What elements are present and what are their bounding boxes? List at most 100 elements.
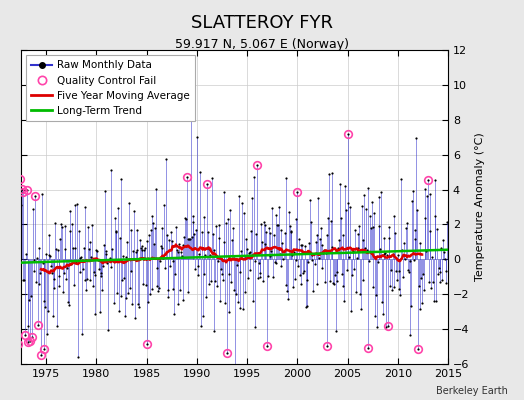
Point [326,278,334,285]
Point [70,245,79,251]
Point [318,242,326,248]
Point [87,254,95,260]
Point [207,278,215,284]
Point [54,272,63,279]
Point [49,313,57,319]
Point [417,275,425,282]
Point [84,245,93,252]
Point [346,204,354,210]
Point [421,215,430,221]
Point [389,213,398,220]
Point [25,296,34,303]
Point [78,330,86,337]
Point [329,280,337,286]
Point [443,219,451,225]
Point [409,257,418,263]
Point [304,258,312,265]
Point [122,254,130,260]
Point [126,285,134,291]
Point [318,265,326,272]
Point [399,274,407,280]
Point [302,302,311,309]
Point [433,226,441,233]
Point [347,308,355,314]
Point [50,275,59,282]
Point [282,175,291,181]
Point [133,227,141,234]
Point [239,210,248,216]
Point [344,200,353,206]
Point [287,228,296,235]
Point [101,250,110,257]
Point [280,230,289,236]
Point [405,258,413,264]
Point [56,283,64,290]
Point [30,256,39,263]
Point [245,267,254,273]
Point [185,236,193,242]
Point [238,305,247,312]
Point [259,278,267,284]
Point [15,268,24,274]
Point [16,176,24,182]
Point [364,185,373,191]
Point [183,289,192,295]
Point [213,282,221,289]
Point [108,246,116,252]
Point [49,285,58,291]
Point [249,174,258,181]
Point [368,199,376,205]
Point [389,250,397,257]
Point [427,285,435,292]
Point [173,300,182,307]
Point [307,219,315,226]
Point [178,296,187,303]
Point [211,278,220,284]
Point [220,238,228,245]
Point [59,270,68,276]
Point [26,338,35,344]
Point [237,248,245,254]
Point [409,187,417,194]
Point [241,289,249,295]
Point [378,311,387,317]
Point [315,254,323,261]
Point [28,206,37,212]
Point [400,252,409,258]
Point [432,298,441,304]
Point [438,277,446,284]
Point [392,268,400,274]
Point [224,215,232,222]
Point [273,222,281,228]
Point [193,134,201,140]
Point [401,256,409,262]
Point [35,245,43,252]
Point [210,328,218,334]
Point [250,324,259,330]
Point [221,300,230,306]
Point [294,263,302,269]
Point [277,263,286,269]
Point [322,232,331,238]
Point [266,230,274,236]
Point [162,232,171,238]
Point [288,252,297,258]
Point [141,282,150,288]
Point [14,204,23,210]
Point [334,244,343,251]
Point [130,315,139,321]
Point [216,297,224,304]
Point [269,274,277,280]
Point [133,246,141,253]
Point [281,282,290,288]
Point [372,292,380,298]
Point [242,236,250,242]
Point [293,189,301,195]
Point [186,236,194,242]
Point [426,227,434,234]
Point [399,240,408,246]
Point [206,252,214,258]
Point [387,267,395,274]
Y-axis label: Temperature Anomaly (°C): Temperature Anomaly (°C) [475,133,485,281]
Point [257,221,266,228]
